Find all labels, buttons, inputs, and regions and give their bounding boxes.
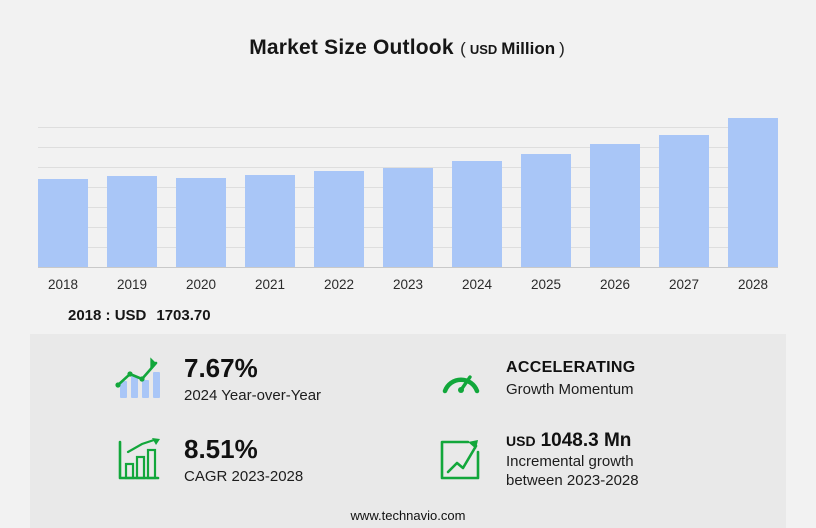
- bar-rect-2023: [383, 168, 433, 267]
- bar-rect-2018: [38, 178, 88, 267]
- yoy-trend-icon: [112, 355, 166, 403]
- stat-cagr: 8.51% CAGR 2023-2028: [112, 430, 434, 491]
- speedometer-icon: [434, 359, 488, 399]
- stat-yoy-text: 7.67% 2024 Year-over-Year: [184, 354, 321, 404]
- incremental-label-line2: between 2023-2028: [506, 472, 639, 490]
- cagr-label: CAGR 2023-2028: [184, 467, 304, 485]
- bar-2020: [176, 112, 226, 267]
- momentum-title: ACCELERATING: [506, 359, 636, 377]
- chart-plot-area: [38, 112, 778, 268]
- incremental-amount: 1048.3 Mn: [540, 429, 632, 451]
- bar-rect-2026: [590, 143, 640, 267]
- bar-rect-2027: [659, 134, 709, 267]
- title-unit: Million: [501, 39, 556, 58]
- yoy-value: 7.67%: [184, 353, 258, 383]
- title-open-paren: (: [460, 39, 466, 58]
- x-tick-2027: 2027: [668, 277, 700, 292]
- bar-rect-2028: [728, 118, 778, 267]
- x-tick-2028: 2028: [737, 277, 769, 292]
- stat-growth-momentum: ACCELERATING Growth Momentum: [434, 354, 756, 404]
- yoy-label: 2024 Year-over-Year: [184, 386, 322, 404]
- bar-2019: [107, 112, 157, 267]
- stats-grid: 7.67% 2024 Year-over-Year ACCELERATING G…: [30, 334, 786, 491]
- bar-rect-2025: [521, 154, 571, 267]
- bar-rect-2021: [245, 174, 295, 267]
- x-tick-2020: 2020: [185, 277, 217, 292]
- incremental-amount-row: USD 1048.3 Mn: [506, 430, 639, 452]
- annotation-prefix: 2018 : USD: [68, 307, 147, 324]
- x-tick-2024: 2024: [461, 277, 493, 292]
- stat-yoy-growth: 7.67% 2024 Year-over-Year: [112, 354, 434, 404]
- bar-rect-2024: [452, 160, 502, 267]
- x-tick-2023: 2023: [392, 277, 424, 292]
- x-tick-2018: 2018: [47, 277, 79, 292]
- bar-2021: [245, 112, 295, 267]
- bar-2028: [728, 112, 778, 267]
- title-currency: USD: [469, 42, 498, 57]
- chart-x-axis-labels: 2018 2019 2020 2021 2022 2023 2024 2025 2026 2027…: [38, 277, 778, 292]
- bar-2022: [314, 112, 364, 267]
- annotation-value: 1703.70: [156, 307, 211, 324]
- cagr-chart-icon: [112, 438, 166, 482]
- x-tick-2021: 2021: [254, 277, 286, 292]
- cagr-value: 8.51%: [184, 434, 258, 465]
- page-title: Market Size Outlook (USD Million): [0, 0, 816, 60]
- bar-rect-2019: [107, 176, 157, 267]
- title-main: Market Size Outlook: [249, 36, 454, 59]
- bar-2024: [452, 112, 502, 267]
- bar-2026: [590, 112, 640, 267]
- x-tick-2026: 2026: [599, 277, 631, 292]
- title-close-paren: ): [559, 39, 565, 58]
- stats-panel: 7.67% 2024 Year-over-Year ACCELERATING G…: [30, 334, 786, 528]
- incremental-growth-icon: [434, 438, 488, 482]
- x-tick-2025: 2025: [530, 277, 562, 292]
- bar-2027: [659, 112, 709, 267]
- bar-rect-2022: [314, 171, 364, 267]
- momentum-label: Growth Momentum: [506, 381, 634, 399]
- x-tick-2019: 2019: [116, 277, 148, 292]
- stat-cagr-text: 8.51% CAGR 2023-2028: [184, 435, 303, 485]
- incremental-currency: USD: [506, 432, 536, 449]
- stat-incremental-growth: USD 1048.3 Mn Incremental growth between …: [434, 430, 756, 491]
- bar-2025: [521, 112, 571, 267]
- x-tick-2022: 2022: [323, 277, 355, 292]
- website-url: www.technavio.com: [350, 508, 466, 523]
- base-year-annotation: 2018 : USD 1703.70: [68, 307, 816, 324]
- bar-2018: [38, 112, 88, 267]
- bar-2023: [383, 112, 433, 267]
- bar-chart: 2018 2019 2020 2021 2022 2023 2024 2025 2026 2027…: [38, 112, 778, 292]
- stat-momentum-text: ACCELERATING Growth Momentum: [506, 359, 636, 398]
- incremental-label-line1: Incremental growth: [506, 452, 634, 470]
- stat-incremental-text: USD 1048.3 Mn Incremental growth between …: [506, 430, 639, 491]
- bar-rect-2020: [176, 177, 226, 267]
